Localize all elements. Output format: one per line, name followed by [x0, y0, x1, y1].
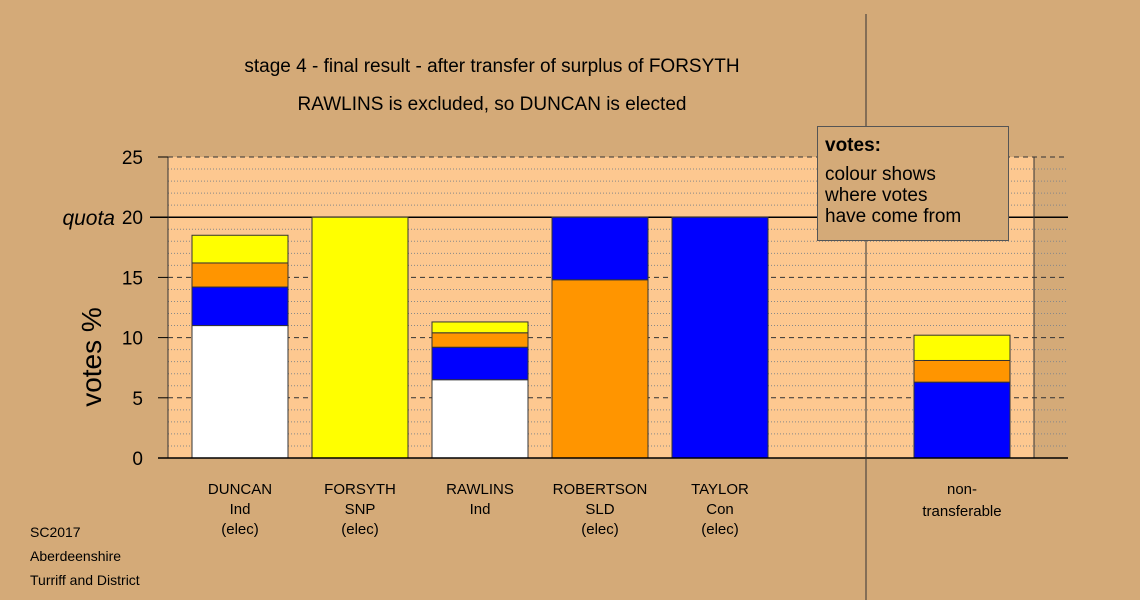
x-label-taylor-line-2: Con — [706, 501, 734, 518]
y-axis-label: votes % — [76, 307, 107, 407]
chart-title: stage 4 - final result - after transfer … — [244, 56, 739, 77]
bar-non-transferable-snp-segment — [913, 334, 1011, 361]
footer-election: SC2017 — [30, 524, 81, 540]
axes: 0 5 10 15 20 25 DUNCAN Ind (elec) FORSYTH SNP (elec… — [122, 14, 1068, 600]
bar-rawlins-ind-segment — [431, 379, 529, 459]
quota-label: quota — [62, 207, 115, 230]
x-label-robertson-line-3: (elec) — [581, 521, 619, 538]
legend-line-1: colour shows — [825, 164, 936, 185]
bar-robertson-sld-segment — [551, 279, 649, 459]
x-label-duncan-line-2: Ind — [230, 501, 251, 518]
legend-title: votes: — [825, 135, 881, 156]
legend-line-2: where votes — [825, 185, 928, 206]
legend: votes: colour shows where votes have com… — [817, 126, 1009, 241]
x-label-taylor-line-1: TAYLOR — [691, 481, 749, 498]
y-tick-label: 15 — [122, 268, 143, 289]
footer-council: Aberdeenshire — [30, 548, 122, 564]
bar-robertson-con-segment — [551, 216, 649, 281]
y-tick-label: 10 — [122, 329, 143, 350]
bar-rawlins-snp-segment — [431, 321, 529, 334]
x-label-forsyth-line-3: (elec) — [341, 521, 379, 538]
bar-duncan-ind-segment — [191, 325, 289, 459]
bar-duncan-sld-segment — [191, 262, 289, 288]
y-tick-label: 0 — [132, 449, 143, 470]
bar-non-transferable-sld-segment — [913, 359, 1011, 383]
x-label-taylor-line-3: (elec) — [701, 521, 739, 538]
y-tick-label: 5 — [132, 389, 143, 410]
footer: SC2017 Aberdeenshire Turriff and Distric… — [30, 520, 140, 592]
bar-non-transferable-con-segment — [913, 381, 1011, 459]
y-tick-label: 20 — [122, 208, 143, 229]
x-label-robertson-line-2: SLD — [585, 501, 614, 518]
x-label-duncan-line-3: (elec) — [221, 521, 259, 538]
x-label-rawlins-line-2: Ind — [470, 501, 491, 518]
legend-line-3: have come from — [825, 206, 962, 227]
x-label-forsyth-line-2: SNP — [345, 501, 376, 518]
y-tick-label: 25 — [122, 148, 143, 169]
footer-ward: Turriff and District — [30, 572, 140, 588]
chart-subtitle: RAWLINS is excluded, so DUNCAN is electe… — [298, 94, 687, 115]
x-label-robertson-line-1: ROBERTSON — [553, 481, 648, 498]
bars — [191, 216, 1011, 459]
bar-taylor-con-segment — [671, 216, 769, 459]
x-label-non-transferable-line-2: transferable — [922, 503, 1001, 520]
bar-duncan-snp-segment — [191, 234, 289, 264]
bar-forsyth-snp-segment — [311, 216, 409, 459]
x-label-non-transferable-line-1: non- — [947, 481, 977, 498]
bar-duncan-con-segment — [191, 286, 289, 327]
bar-rawlins-sld-segment — [431, 332, 529, 348]
x-label-forsyth-line-1: FORSYTH — [324, 481, 396, 498]
bar-rawlins-con-segment — [431, 346, 529, 381]
x-label-rawlins-line-1: RAWLINS — [446, 481, 514, 498]
x-label-duncan-line-1: DUNCAN — [208, 481, 272, 498]
